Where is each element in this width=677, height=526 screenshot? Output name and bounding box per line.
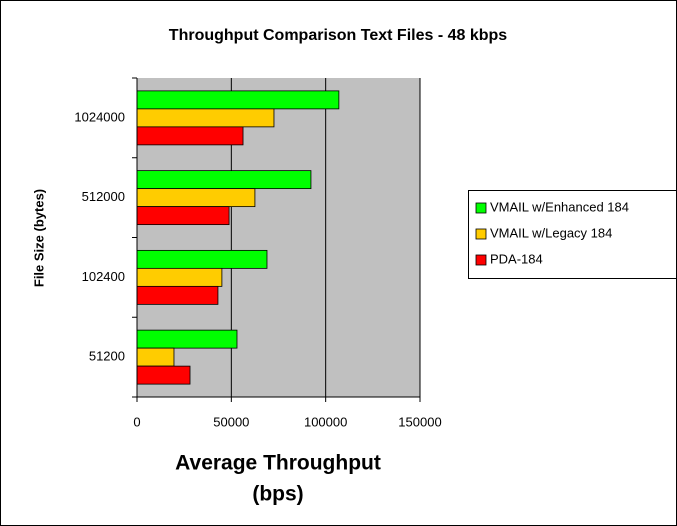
legend-swatch: [475, 254, 487, 266]
bar: [136, 329, 238, 349]
y-tick-label: 51200: [89, 349, 125, 364]
bar: [136, 206, 230, 226]
y-tick-label: 102400: [82, 269, 125, 284]
legend: [468, 190, 677, 279]
legend-label: VMAIL w/Enhanced 184: [490, 199, 629, 214]
x-tick-label: 100000: [304, 414, 347, 429]
chart-title: Throughput Comparison Text Files - 48 kb…: [169, 27, 508, 44]
bar: [136, 285, 219, 305]
legend-label: VMAIL w/Legacy 184: [490, 225, 612, 240]
bar: [136, 90, 340, 110]
bar: [136, 188, 256, 208]
x-tick-label: 150000: [398, 414, 441, 429]
legend-swatch: [475, 228, 487, 240]
bar: [136, 249, 268, 269]
y-tick-label: 1024000: [74, 109, 125, 124]
y-axis-title: File Size (bytes): [31, 189, 46, 287]
bar: [136, 170, 312, 190]
bar: [136, 108, 275, 128]
bar: [136, 347, 175, 367]
legend-label: PDA-184: [490, 251, 543, 266]
x-tick-label: 0: [133, 414, 140, 429]
bar: [136, 365, 191, 385]
bar: [136, 267, 223, 287]
y-tick-label: 512000: [82, 189, 125, 204]
bar: [136, 126, 244, 146]
x-axis-title: (bps): [252, 483, 303, 506]
x-axis-title: Average Throughput: [175, 452, 381, 475]
x-tick-label: 50000: [213, 414, 249, 429]
legend-swatch: [475, 202, 487, 214]
